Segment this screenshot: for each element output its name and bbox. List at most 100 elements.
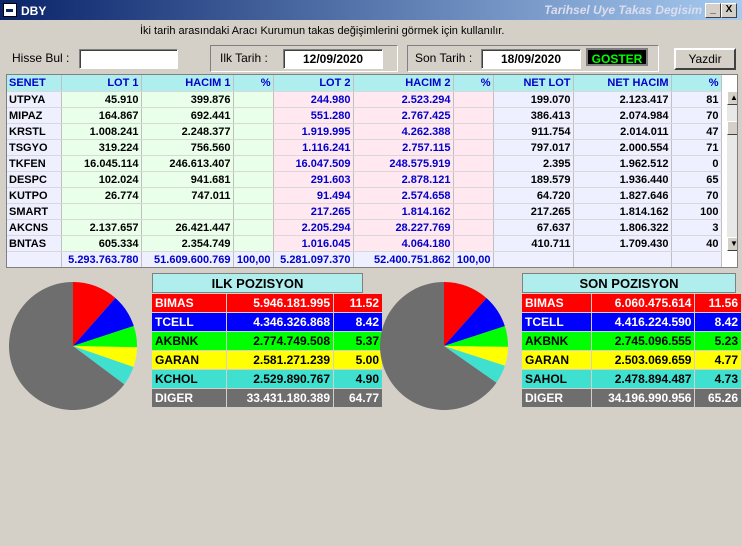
table-cell: 797.017: [493, 139, 574, 156]
pozisyon-pct: 4.73: [694, 369, 742, 389]
pozisyon-row: DIGER 33.431.180.389 64.77: [151, 388, 383, 408]
table-cell: [233, 219, 274, 236]
table-cell: 102.024: [61, 171, 142, 188]
pozisyon-name: DIGER: [521, 388, 592, 408]
scroll-thumb[interactable]: [727, 121, 737, 135]
table-cell: 3: [671, 219, 722, 236]
pozisyon-value: 2.478.894.487: [590, 369, 696, 389]
table-row[interactable]: KRSTL 1.008.241 2.248.377 1.919.995 4.262.38…: [7, 123, 722, 140]
table-row[interactable]: SMART 217.265 1.814.162 217.265 1.814.162 100: [7, 203, 722, 220]
total-cell: [573, 251, 672, 267]
col-lot1[interactable]: LOT 1: [61, 75, 142, 92]
close-button[interactable]: X: [721, 3, 737, 18]
pozisyon-pct: 5.00: [333, 350, 383, 370]
table-cell: 2.767.425: [353, 107, 454, 124]
goster-button[interactable]: GOSTER: [586, 48, 648, 66]
table-row[interactable]: DESPC 102.024 941.681 291.603 2.878.121 189.5…: [7, 171, 722, 188]
pozisyon-name: AKBNK: [151, 331, 227, 351]
col-net-lot[interactable]: NET LOT: [493, 75, 574, 92]
pozisyon-pct: 4.90: [333, 369, 383, 389]
table-cell: 1.814.162: [353, 203, 454, 220]
pozisyon-name: GARAN: [521, 350, 592, 370]
table-cell: MIPAZ: [7, 107, 62, 124]
col-pct1[interactable]: %: [233, 75, 274, 92]
pozisyon-row: TCELL 4.346.326.868 8.42: [151, 312, 383, 332]
title-bar: DBY Tarihsel Uye Takas Degisim _ X: [0, 0, 742, 20]
table-row[interactable]: TKFEN 16.045.114 246.613.407 16.047.509 248.…: [7, 155, 722, 172]
table-cell: [453, 219, 494, 236]
col-net-hacim[interactable]: NET HACIM: [573, 75, 672, 92]
pozisyon-value: 33.431.180.389: [226, 388, 334, 408]
pozisyon-row: KCHOL 2.529.890.767 4.90: [151, 369, 383, 389]
son-tarih-input[interactable]: 18/09/2020: [481, 49, 581, 69]
table-cell: 2.205.294: [273, 219, 354, 236]
hisse-bul-input[interactable]: [79, 49, 178, 69]
table-row[interactable]: KUTPO 26.774 747.011 91.494 2.574.658 64.720 1…: [7, 187, 722, 204]
table-scrollbar[interactable]: ▲ ▼: [727, 91, 737, 251]
col-hacim1[interactable]: HACIM 1: [141, 75, 234, 92]
table-cell: 1.806.322: [573, 219, 672, 236]
table-cell: 4.262.388: [353, 123, 454, 140]
col-lot2[interactable]: LOT 2: [273, 75, 354, 92]
pie-slice-bimas: [73, 282, 116, 346]
table-cell: 1.827.646: [573, 187, 672, 204]
pozisyon-value: 2.581.271.239: [226, 350, 334, 370]
col-hacim2[interactable]: HACIM 2: [353, 75, 454, 92]
pozisyon-row: GARAN 2.581.271.239 5.00: [151, 350, 383, 370]
pozisyon-name: TCELL: [521, 312, 592, 332]
pozisyon-value: 5.946.181.995: [226, 293, 334, 313]
total-cell: 100,00: [453, 251, 494, 267]
scroll-up-icon[interactable]: ▲: [727, 91, 737, 105]
pie-slice-diger: [8, 282, 125, 410]
hint-text: İki tarih arasındaki Aracı Kurumun takas…: [140, 25, 505, 37]
col-senet[interactable]: SENET: [7, 75, 62, 92]
total-cell: [671, 251, 722, 267]
table-cell: 64.720: [493, 187, 574, 204]
pie-slice-akbnk: [73, 326, 137, 348]
table-cell: 2.878.121: [353, 171, 454, 188]
minimize-button[interactable]: _: [705, 3, 721, 18]
table-cell: 71: [671, 139, 722, 156]
table-cell: [233, 155, 274, 172]
scroll-down-icon[interactable]: ▼: [727, 237, 737, 251]
pie-slice-akbnk: [444, 326, 508, 347]
table-cell: 164.867: [61, 107, 142, 124]
col-net-pct[interactable]: %: [671, 75, 722, 92]
pie-slice-garan: [444, 346, 508, 366]
pozisyon-row: AKBNK 2.774.749.508 5.37: [151, 331, 383, 351]
col-pct2[interactable]: %: [453, 75, 494, 92]
table-cell: 0: [671, 155, 722, 172]
table-cell: 399.876: [141, 91, 234, 108]
table-cell: 1.116.241: [273, 139, 354, 156]
table-cell: 70: [671, 107, 722, 124]
table-cell: 1.962.512: [573, 155, 672, 172]
table-row[interactable]: BNTAS 605.334 2.354.749 1.016.045 4.064.180 4…: [7, 235, 722, 252]
son-tarih-label: Son Tarih :: [415, 51, 473, 65]
table-cell: 26.421.447: [141, 219, 234, 236]
table-row[interactable]: TSGYO 319.224 756.560 1.116.241 2.757.115 797…: [7, 139, 722, 156]
total-cell: [493, 251, 574, 267]
yazdir-button[interactable]: Yazdir: [674, 48, 736, 70]
table-cell: 551.280: [273, 107, 354, 124]
table-cell: UTPYA: [7, 91, 62, 108]
table-cell: 2.248.377: [141, 123, 234, 140]
table-cell: [233, 235, 274, 252]
table-cell: 70: [671, 187, 722, 204]
pozisyon-row: AKBNK 2.745.096.555 5.23: [521, 331, 742, 351]
table-row[interactable]: MIPAZ 164.867 692.441 551.280 2.767.425 386.4…: [7, 107, 722, 124]
pozisyon-pct: 4.77: [694, 350, 742, 370]
table-cell: 47: [671, 123, 722, 140]
ilk-tarih-input[interactable]: 12/09/2020: [283, 49, 383, 69]
ilk-tarih-label: Ilk Tarih :: [220, 51, 268, 65]
pozisyon-row: BIMAS 6.060.475.614 11.56: [521, 293, 742, 313]
table-row[interactable]: UTPYA 45.910 399.876 244.980 2.523.294 199.07…: [7, 91, 722, 108]
table-row[interactable]: AKCNS 2.137.657 26.421.447 2.205.294 28.227.…: [7, 219, 722, 236]
table-cell: 45.910: [61, 91, 142, 108]
table-cell: [61, 203, 142, 220]
pozisyon-row: BIMAS 5.946.181.995 11.52: [151, 293, 383, 313]
son-tarih-group: [407, 45, 659, 72]
pozisyon-value: 2.503.069.659: [590, 350, 696, 370]
table-cell: DESPC: [7, 171, 62, 188]
table-cell: 2.354.749: [141, 235, 234, 252]
table-cell: AKCNS: [7, 219, 62, 236]
